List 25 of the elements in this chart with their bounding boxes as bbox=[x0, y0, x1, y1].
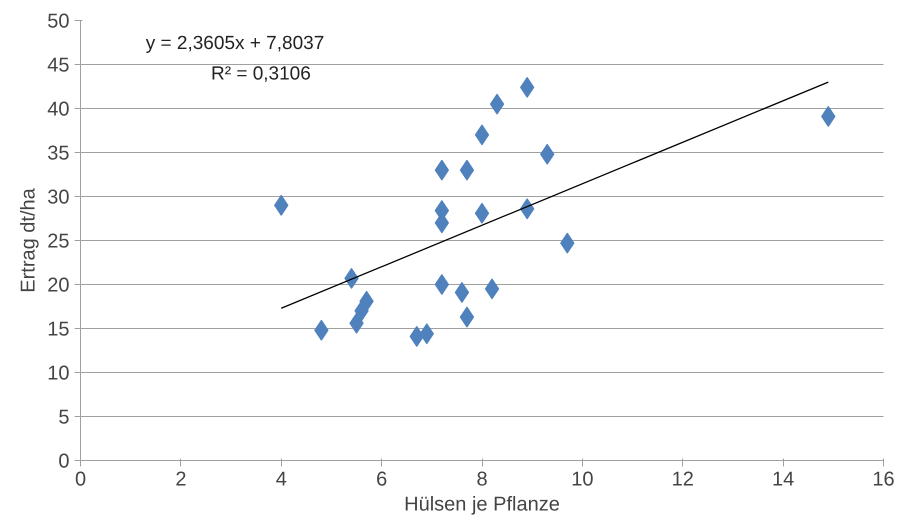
x-tick-label: 14 bbox=[772, 468, 794, 490]
y-tick-label: 35 bbox=[47, 142, 70, 164]
x-tick-label: 16 bbox=[872, 468, 895, 490]
y-tick-label: 0 bbox=[58, 450, 70, 472]
y-tick-label: 30 bbox=[47, 186, 70, 208]
y-tick-label: 20 bbox=[47, 274, 70, 296]
y-tick-label: 45 bbox=[47, 54, 70, 76]
x-tick-label: 2 bbox=[175, 468, 186, 490]
y-tick-label: 10 bbox=[47, 362, 70, 384]
y-tick-label: 15 bbox=[47, 318, 70, 340]
x-tick-label: 0 bbox=[74, 468, 86, 490]
point bbox=[434, 274, 450, 295]
annotation: R² = 0,3106 bbox=[210, 64, 311, 85]
y-tick-label: 25 bbox=[47, 230, 70, 252]
y-axis-title: Ertrag dt/ha bbox=[17, 187, 40, 293]
y-tick-label: 50 bbox=[47, 10, 70, 32]
x-tick-label: 4 bbox=[276, 468, 287, 490]
y-tick-label: 5 bbox=[58, 406, 70, 428]
x-axis-title: Hülsen je Pflanze bbox=[404, 494, 560, 516]
annotation: y = 2,3605x + 7,8037 bbox=[146, 32, 324, 54]
x-tick-label: 8 bbox=[476, 468, 488, 490]
y-tick-label: 40 bbox=[47, 98, 70, 120]
x-tick-label: 6 bbox=[376, 468, 388, 490]
x-tick-label: 10 bbox=[571, 468, 594, 490]
x-tick-label: 12 bbox=[672, 468, 694, 490]
